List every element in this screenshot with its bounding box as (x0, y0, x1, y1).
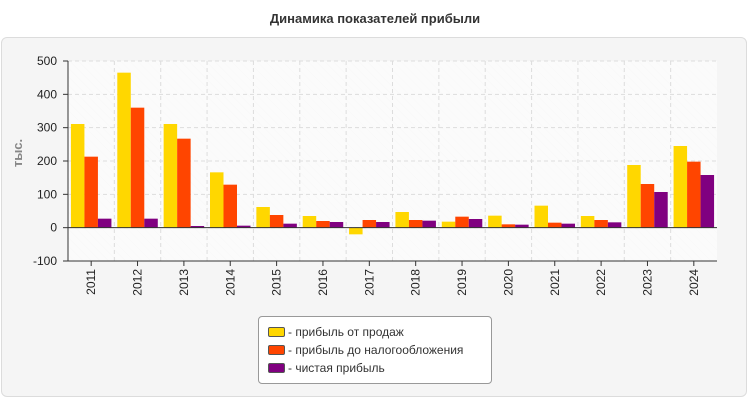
bar-2015-series-2 (269, 215, 284, 228)
bar-2017-series-2 (362, 220, 377, 228)
bar-2024-series-2 (687, 161, 701, 228)
legend-swatch (268, 345, 285, 355)
bar-2011-series-3 (97, 218, 112, 228)
legend-label: - прибыль до налогообложения (288, 343, 464, 357)
y-tick-label: 0 (50, 221, 57, 235)
bar-2016-series-2 (316, 221, 330, 228)
chart-title: Динамика показателей прибыли (269, 11, 481, 26)
y-tick-label: -100 (33, 254, 57, 268)
x-tick-label: 2021 (548, 269, 562, 296)
bar-2022-series-3 (607, 222, 622, 228)
bar-2022-series-1 (580, 216, 595, 228)
x-tick-label: 2023 (640, 269, 654, 296)
bar-2016-series-1 (302, 216, 317, 228)
bar-2017-series-3 (376, 222, 390, 228)
bar-2019-series-3 (468, 219, 483, 228)
x-tick-label: 2016 (316, 269, 330, 296)
bar-2021-series-3 (561, 223, 575, 228)
legend-item: - прибыль от продаж (268, 323, 491, 341)
legend-label: - прибыль от продаж (288, 325, 404, 339)
bar-2021-series-2 (548, 222, 562, 228)
y-tick-label: 400 (37, 87, 57, 101)
bar-2020-series-2 (501, 224, 516, 228)
bar-2018-series-3 (422, 220, 436, 228)
x-tick-label: 2018 (409, 269, 423, 296)
bar-2012-series-3 (144, 218, 158, 228)
bar-2015-series-3 (283, 223, 297, 228)
bar-2013-series-1 (163, 124, 178, 228)
x-tick-label: 2011 (84, 269, 98, 295)
bar-2019-series-1 (441, 221, 456, 228)
bar-2020-series-3 (515, 224, 529, 228)
bar-2023-series-3 (654, 192, 668, 228)
x-tick-label: 2024 (687, 269, 701, 296)
y-tick-label: 500 (37, 54, 57, 68)
bar-2018-series-2 (408, 220, 423, 228)
bar-2016-series-3 (329, 222, 344, 228)
bar-2011-series-2 (84, 156, 98, 228)
bar-2013-series-2 (177, 138, 191, 228)
x-tick-label: 2019 (455, 269, 469, 296)
bar-2022-series-2 (594, 220, 608, 228)
y-axis-label: тыс. (10, 139, 25, 167)
legend: - прибыль от продаж - прибыль до налогооб… (258, 316, 492, 384)
bar-2021-series-1 (534, 205, 548, 228)
bar-2014-series-2 (223, 184, 237, 228)
bar-2013-series-3 (190, 226, 205, 228)
x-tick-label: 2015 (270, 269, 284, 296)
y-tick-label: 300 (37, 121, 57, 135)
bar-2024-series-1 (673, 146, 688, 228)
bar-2019-series-2 (455, 216, 469, 228)
bar-2023-series-2 (640, 184, 655, 228)
legend-item: - прибыль до налогообложения (268, 341, 491, 359)
x-tick-label: 2022 (594, 269, 608, 296)
x-tick-label: 2014 (223, 269, 237, 296)
bar-2018-series-1 (395, 212, 409, 228)
bar-2014-series-3 (237, 225, 251, 228)
bar-2011-series-1 (70, 124, 85, 228)
bar-2024-series-3 (700, 175, 715, 228)
bar-2012-series-1 (117, 72, 131, 228)
bar-2020-series-1 (488, 215, 502, 228)
bar-2023-series-1 (627, 165, 641, 228)
bar-2015-series-1 (256, 207, 270, 228)
bar-2012-series-2 (130, 107, 145, 228)
x-tick-label: 2013 (177, 269, 191, 296)
legend-swatch (268, 363, 285, 373)
x-tick-label: 2020 (501, 269, 515, 296)
y-tick-label: 200 (37, 154, 57, 168)
legend-item: - чистая прибыль (268, 359, 491, 377)
bar-2014-series-1 (210, 172, 224, 228)
y-tick-label: 100 (37, 187, 57, 201)
legend-swatch (268, 327, 285, 337)
legend-label: - чистая прибыль (288, 361, 385, 375)
x-tick-label: 2012 (131, 269, 145, 296)
x-tick-label: 2017 (362, 269, 376, 296)
bar-2017-series-1 (349, 227, 363, 235)
